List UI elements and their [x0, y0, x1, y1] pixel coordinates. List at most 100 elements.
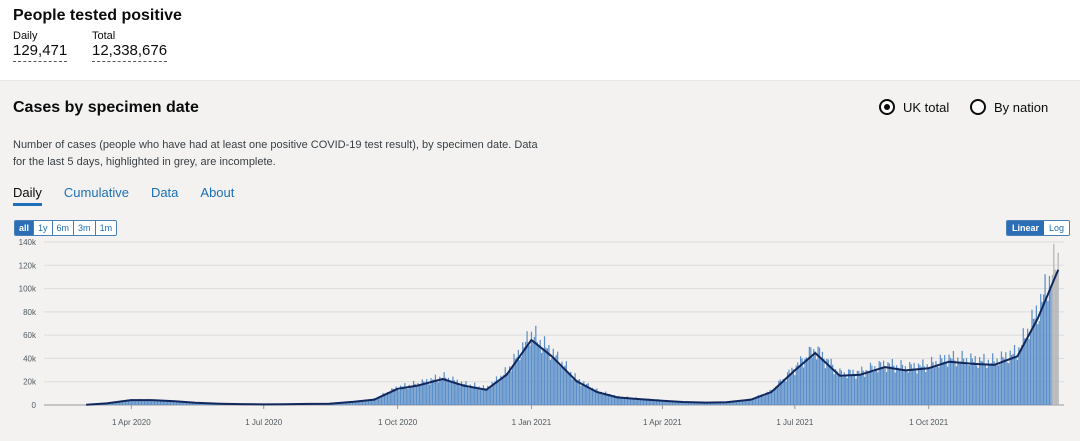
data-bar: [860, 374, 861, 405]
data-bar: [938, 367, 939, 405]
data-bar: [473, 386, 474, 405]
y-tick-label: 0: [32, 401, 37, 410]
data-bar: [650, 400, 651, 405]
data-bar: [506, 373, 507, 405]
data-bar: [633, 399, 634, 405]
data-bar: [529, 345, 530, 405]
data-bar: [1037, 324, 1038, 405]
data-bar: [602, 395, 603, 405]
data-bar: [864, 377, 865, 405]
data-bar: [813, 349, 814, 405]
data-bar: [836, 371, 837, 405]
data-bar: [641, 400, 642, 405]
data-bar: [829, 365, 830, 405]
radio-by-nation-label: By nation: [994, 100, 1048, 115]
data-bar: [538, 346, 539, 405]
data-bar: [845, 375, 846, 405]
data-bar: [912, 369, 913, 405]
data-bar: [796, 365, 797, 405]
tab-cumulative[interactable]: Cumulative: [64, 185, 129, 206]
data-bar: [132, 401, 133, 405]
summary-title: People tested positive: [13, 7, 182, 25]
data-bar: [508, 373, 509, 405]
data-bar: [1047, 301, 1048, 405]
total-value[interactable]: 12,338,676: [92, 42, 167, 62]
data-bar: [812, 357, 813, 405]
data-bar: [943, 362, 944, 405]
data-bar: [442, 378, 443, 405]
data-bar: [438, 382, 439, 405]
data-bar: [599, 392, 600, 405]
data-bar: [1053, 244, 1054, 405]
data-bar: [886, 372, 887, 405]
data-bar: [404, 383, 405, 405]
data-bar: [946, 363, 947, 405]
daily-label: Daily: [13, 30, 67, 42]
total-label: Total: [92, 30, 167, 42]
daily-value[interactable]: 129,471: [13, 42, 67, 62]
data-bar: [777, 387, 778, 405]
data-bar: [937, 366, 938, 405]
tab-daily[interactable]: Daily: [13, 185, 42, 206]
data-bar: [992, 353, 993, 405]
radio-by-nation[interactable]: By nation: [970, 99, 1048, 115]
data-bar: [564, 366, 565, 405]
data-bar: [999, 364, 1000, 405]
data-bar: [542, 348, 543, 405]
data-bar: [970, 353, 971, 405]
data-bar: [1015, 357, 1016, 405]
data-bar: [957, 357, 958, 405]
data-bar: [1042, 302, 1043, 405]
data-bar: [582, 385, 583, 405]
data-bar: [772, 392, 773, 405]
data-bar: [906, 371, 907, 405]
data-bar: [799, 366, 800, 405]
data-bar: [145, 401, 146, 405]
data-bar: [535, 326, 536, 405]
data-bar: [964, 364, 965, 405]
x-tick-label: 1 Apr 2020: [112, 418, 151, 427]
summary-header: People tested positive Daily 129,471 Tot…: [0, 0, 1080, 80]
data-bar: [956, 366, 957, 405]
data-bar: [1028, 339, 1029, 405]
data-bar: [474, 383, 475, 405]
data-bar: [806, 357, 807, 405]
data-bar: [435, 375, 436, 405]
data-bar: [903, 371, 904, 405]
tab-about[interactable]: About: [200, 185, 234, 206]
data-bar: [1055, 270, 1056, 405]
data-bar: [577, 380, 578, 405]
data-bar: [560, 367, 561, 405]
data-bar: [612, 396, 613, 405]
data-bar: [414, 384, 415, 405]
data-bar: [879, 361, 880, 405]
data-bar: [433, 380, 434, 405]
data-bar: [831, 359, 832, 405]
data-bar: [815, 351, 816, 405]
data-bar: [980, 361, 981, 405]
data-bar: [428, 384, 429, 405]
data-bar: [537, 342, 538, 405]
data-bar: [988, 360, 989, 405]
data-bar: [468, 388, 469, 405]
data-bar: [892, 359, 893, 405]
radio-uk-total-label: UK total: [903, 100, 949, 115]
data-bar: [499, 382, 500, 405]
y-tick-label: 40k: [23, 354, 37, 363]
data-bar: [390, 393, 391, 405]
cases-card: Cases by specimen date UK total By natio…: [0, 80, 1080, 441]
data-bar: [1056, 273, 1057, 405]
tab-data[interactable]: Data: [151, 185, 178, 206]
radio-uk-total[interactable]: UK total: [879, 99, 949, 115]
data-bar: [995, 365, 996, 405]
data-bar: [935, 361, 936, 405]
data-bar: [954, 360, 955, 405]
data-bar: [397, 389, 398, 405]
data-bar: [416, 386, 417, 405]
data-bar: [451, 383, 452, 405]
data-bar: [573, 377, 574, 405]
data-bar: [755, 399, 756, 405]
data-bar: [820, 357, 821, 405]
data-bar: [368, 401, 369, 405]
